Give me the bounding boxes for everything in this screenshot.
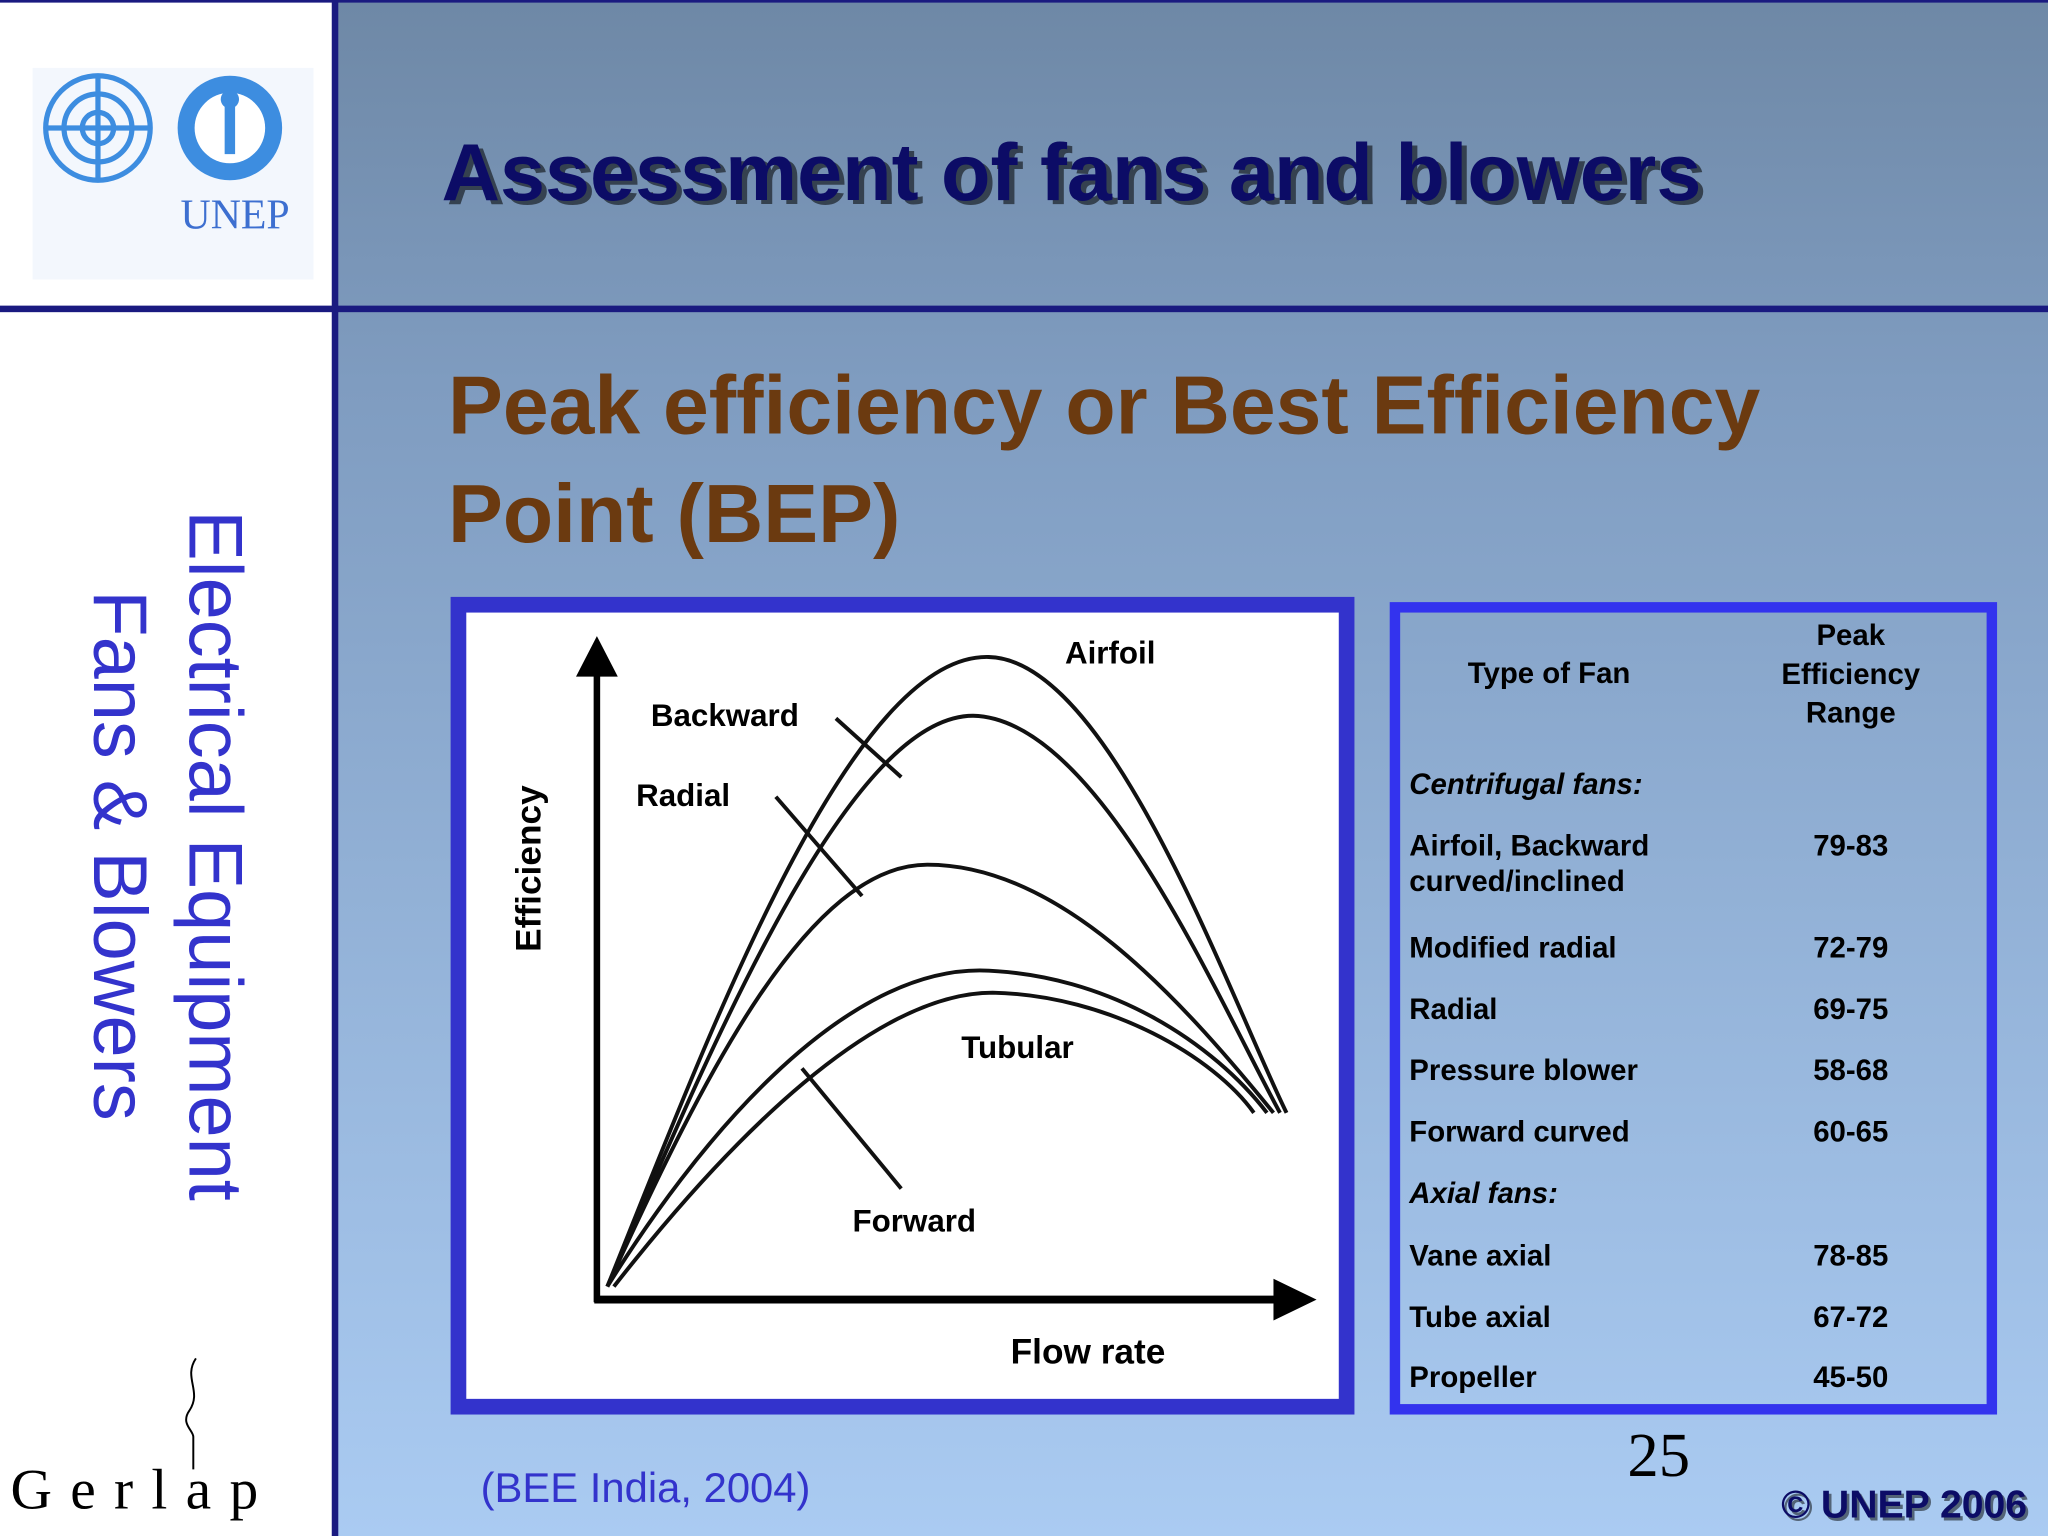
header-rule xyxy=(0,305,2048,313)
table-section: Centrifugal fans: xyxy=(1409,768,1642,801)
brand: Gerlap xyxy=(10,1459,276,1522)
table-header: Peak xyxy=(1816,619,1885,652)
efficiency-curves xyxy=(605,655,1289,1288)
copyright-shadow: © UNEP 2006 xyxy=(1784,1486,2030,1529)
vertical-title: Fans & Blowers xyxy=(77,590,162,1120)
diagram-axes xyxy=(576,636,1317,1321)
table-cell: 79-83 xyxy=(1813,830,1888,863)
table-cell: curved/inclined xyxy=(1409,865,1624,898)
curve-label: Radial xyxy=(636,778,730,813)
vertical-title: Electrical Equipment xyxy=(172,510,257,1200)
table-header: Type of Fan xyxy=(1468,657,1631,690)
copyright: © UNEP 2006 xyxy=(1781,1484,2027,1527)
brand-swirl xyxy=(185,1357,197,1470)
curve-label: Backward xyxy=(651,698,799,733)
curve-label: Tubular xyxy=(961,1030,1074,1065)
diagram-frame xyxy=(450,596,1355,1415)
title-shadow: Assessment of fans and blowers xyxy=(447,132,1707,222)
table-cell: Airfoil, Backward xyxy=(1409,830,1649,863)
table-cell: 45-50 xyxy=(1813,1361,1888,1394)
un-emblem xyxy=(43,73,153,183)
table-cell: Pressure blower xyxy=(1409,1054,1638,1087)
y-axis-label: Efficiency xyxy=(510,785,549,952)
table: Type of Fan Peak Efficiency Range Centrifuga… xyxy=(1408,619,1921,1394)
source: (BEE India, 2004) xyxy=(481,1464,811,1511)
subtitle: Point (BEP) xyxy=(448,469,900,560)
top-rule xyxy=(0,0,2048,3)
table-cell: 78-85 xyxy=(1813,1240,1888,1273)
table-cell: Vane axial xyxy=(1409,1240,1551,1273)
table-section: Axial fans: xyxy=(1408,1177,1558,1210)
page-number: 25 xyxy=(1627,1420,1690,1490)
table-cell: Radial xyxy=(1409,993,1497,1026)
curve-label: Forward xyxy=(852,1204,976,1239)
table-cell: Modified radial xyxy=(1409,931,1616,964)
logo-text: UNEP xyxy=(181,193,290,239)
table-cell: Propeller xyxy=(1409,1361,1536,1394)
x-axis-label: Flow rate xyxy=(1011,1333,1166,1372)
title: Assessment of fans and blowers xyxy=(441,128,1701,218)
table-header: Range xyxy=(1806,696,1896,729)
table-cell: Tube axial xyxy=(1409,1301,1550,1334)
sidebar-border xyxy=(331,0,339,1536)
curve-label: Airfoil xyxy=(1065,636,1156,671)
table-cell: 60-65 xyxy=(1813,1116,1888,1149)
unep-emblem xyxy=(177,75,283,181)
table-cell: 69-75 xyxy=(1813,993,1888,1026)
table-cell: 67-72 xyxy=(1813,1301,1888,1334)
table-cell: 72-79 xyxy=(1813,931,1888,964)
subtitle: Peak efficiency or Best Efficiency xyxy=(448,361,1761,452)
table-cell: 58-68 xyxy=(1813,1054,1888,1087)
table-frame xyxy=(1389,602,1998,1415)
table-header: Efficiency xyxy=(1781,658,1920,691)
table-cell: Forward curved xyxy=(1409,1116,1629,1149)
